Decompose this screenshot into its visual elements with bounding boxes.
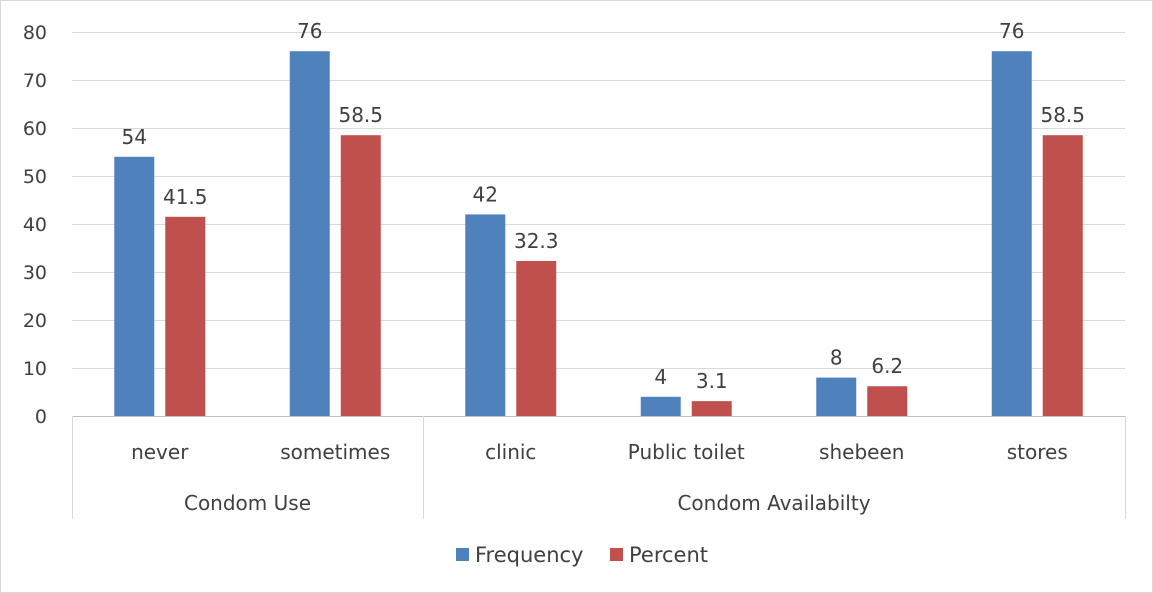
category-label: sometimes — [280, 440, 390, 464]
bar-frequency — [289, 51, 330, 416]
y-tick-label: 0 — [35, 406, 47, 428]
data-label: 58.5 — [1040, 103, 1085, 127]
y-tick-label: 60 — [23, 118, 47, 140]
y-tick-label: 20 — [23, 310, 47, 332]
y-tick-label: 10 — [23, 358, 47, 380]
bar-percent — [1042, 135, 1083, 416]
y-axis-ticks: 0 10 20 30 40 50 60 70 80 — [23, 22, 47, 428]
y-tick-label: 80 — [23, 22, 47, 44]
bar-percent — [867, 386, 908, 416]
category-label: clinic — [485, 440, 536, 464]
bar-percent — [165, 216, 206, 416]
data-label: 42 — [473, 182, 498, 206]
data-label: 8 — [830, 346, 843, 370]
legend-swatch-frequency — [456, 548, 469, 561]
bar-frequency — [816, 377, 857, 416]
category-label: never — [131, 440, 189, 464]
bars — [114, 51, 1083, 417]
data-label: 3.1 — [696, 369, 728, 393]
bar-frequency — [640, 396, 681, 416]
category-label: stores — [1007, 440, 1068, 464]
bar-percent — [691, 401, 732, 416]
bar-frequency — [465, 214, 506, 416]
y-tick-label: 50 — [23, 166, 47, 188]
group-label: Condom Availabilty — [677, 491, 870, 515]
bar-frequency — [114, 156, 155, 417]
gridlines — [72, 32, 1125, 417]
group-label: Condom Use — [184, 491, 311, 515]
data-label: 54 — [122, 125, 147, 149]
data-label: 41.5 — [163, 185, 208, 209]
data-label: 76 — [999, 19, 1024, 43]
data-label: 76 — [297, 19, 322, 43]
legend: Frequency Percent — [456, 543, 708, 567]
data-label: 4 — [654, 365, 667, 389]
legend-label-percent: Percent — [629, 543, 708, 567]
bar-percent — [516, 260, 557, 416]
legend-swatch-percent — [610, 548, 623, 561]
category-label: Public toilet — [628, 440, 745, 464]
y-tick-label: 30 — [23, 262, 47, 284]
x-axis: never sometimes clinic Public toilet shebeen… — [72, 416, 1126, 519]
y-tick-label: 40 — [23, 214, 47, 236]
bar-frequency — [991, 51, 1032, 416]
data-label: 58.5 — [338, 103, 383, 127]
bar-percent — [340, 135, 381, 416]
data-label: 6.2 — [871, 354, 903, 378]
y-tick-label: 70 — [23, 70, 47, 92]
data-labels: 54 76 42 4 8 76 41.5 58.5 32.3 3.1 6.2 58.5 — [122, 19, 1085, 393]
category-label: shebeen — [819, 440, 904, 464]
legend-label-frequency: Frequency — [475, 543, 584, 567]
data-label: 32.3 — [514, 229, 559, 253]
